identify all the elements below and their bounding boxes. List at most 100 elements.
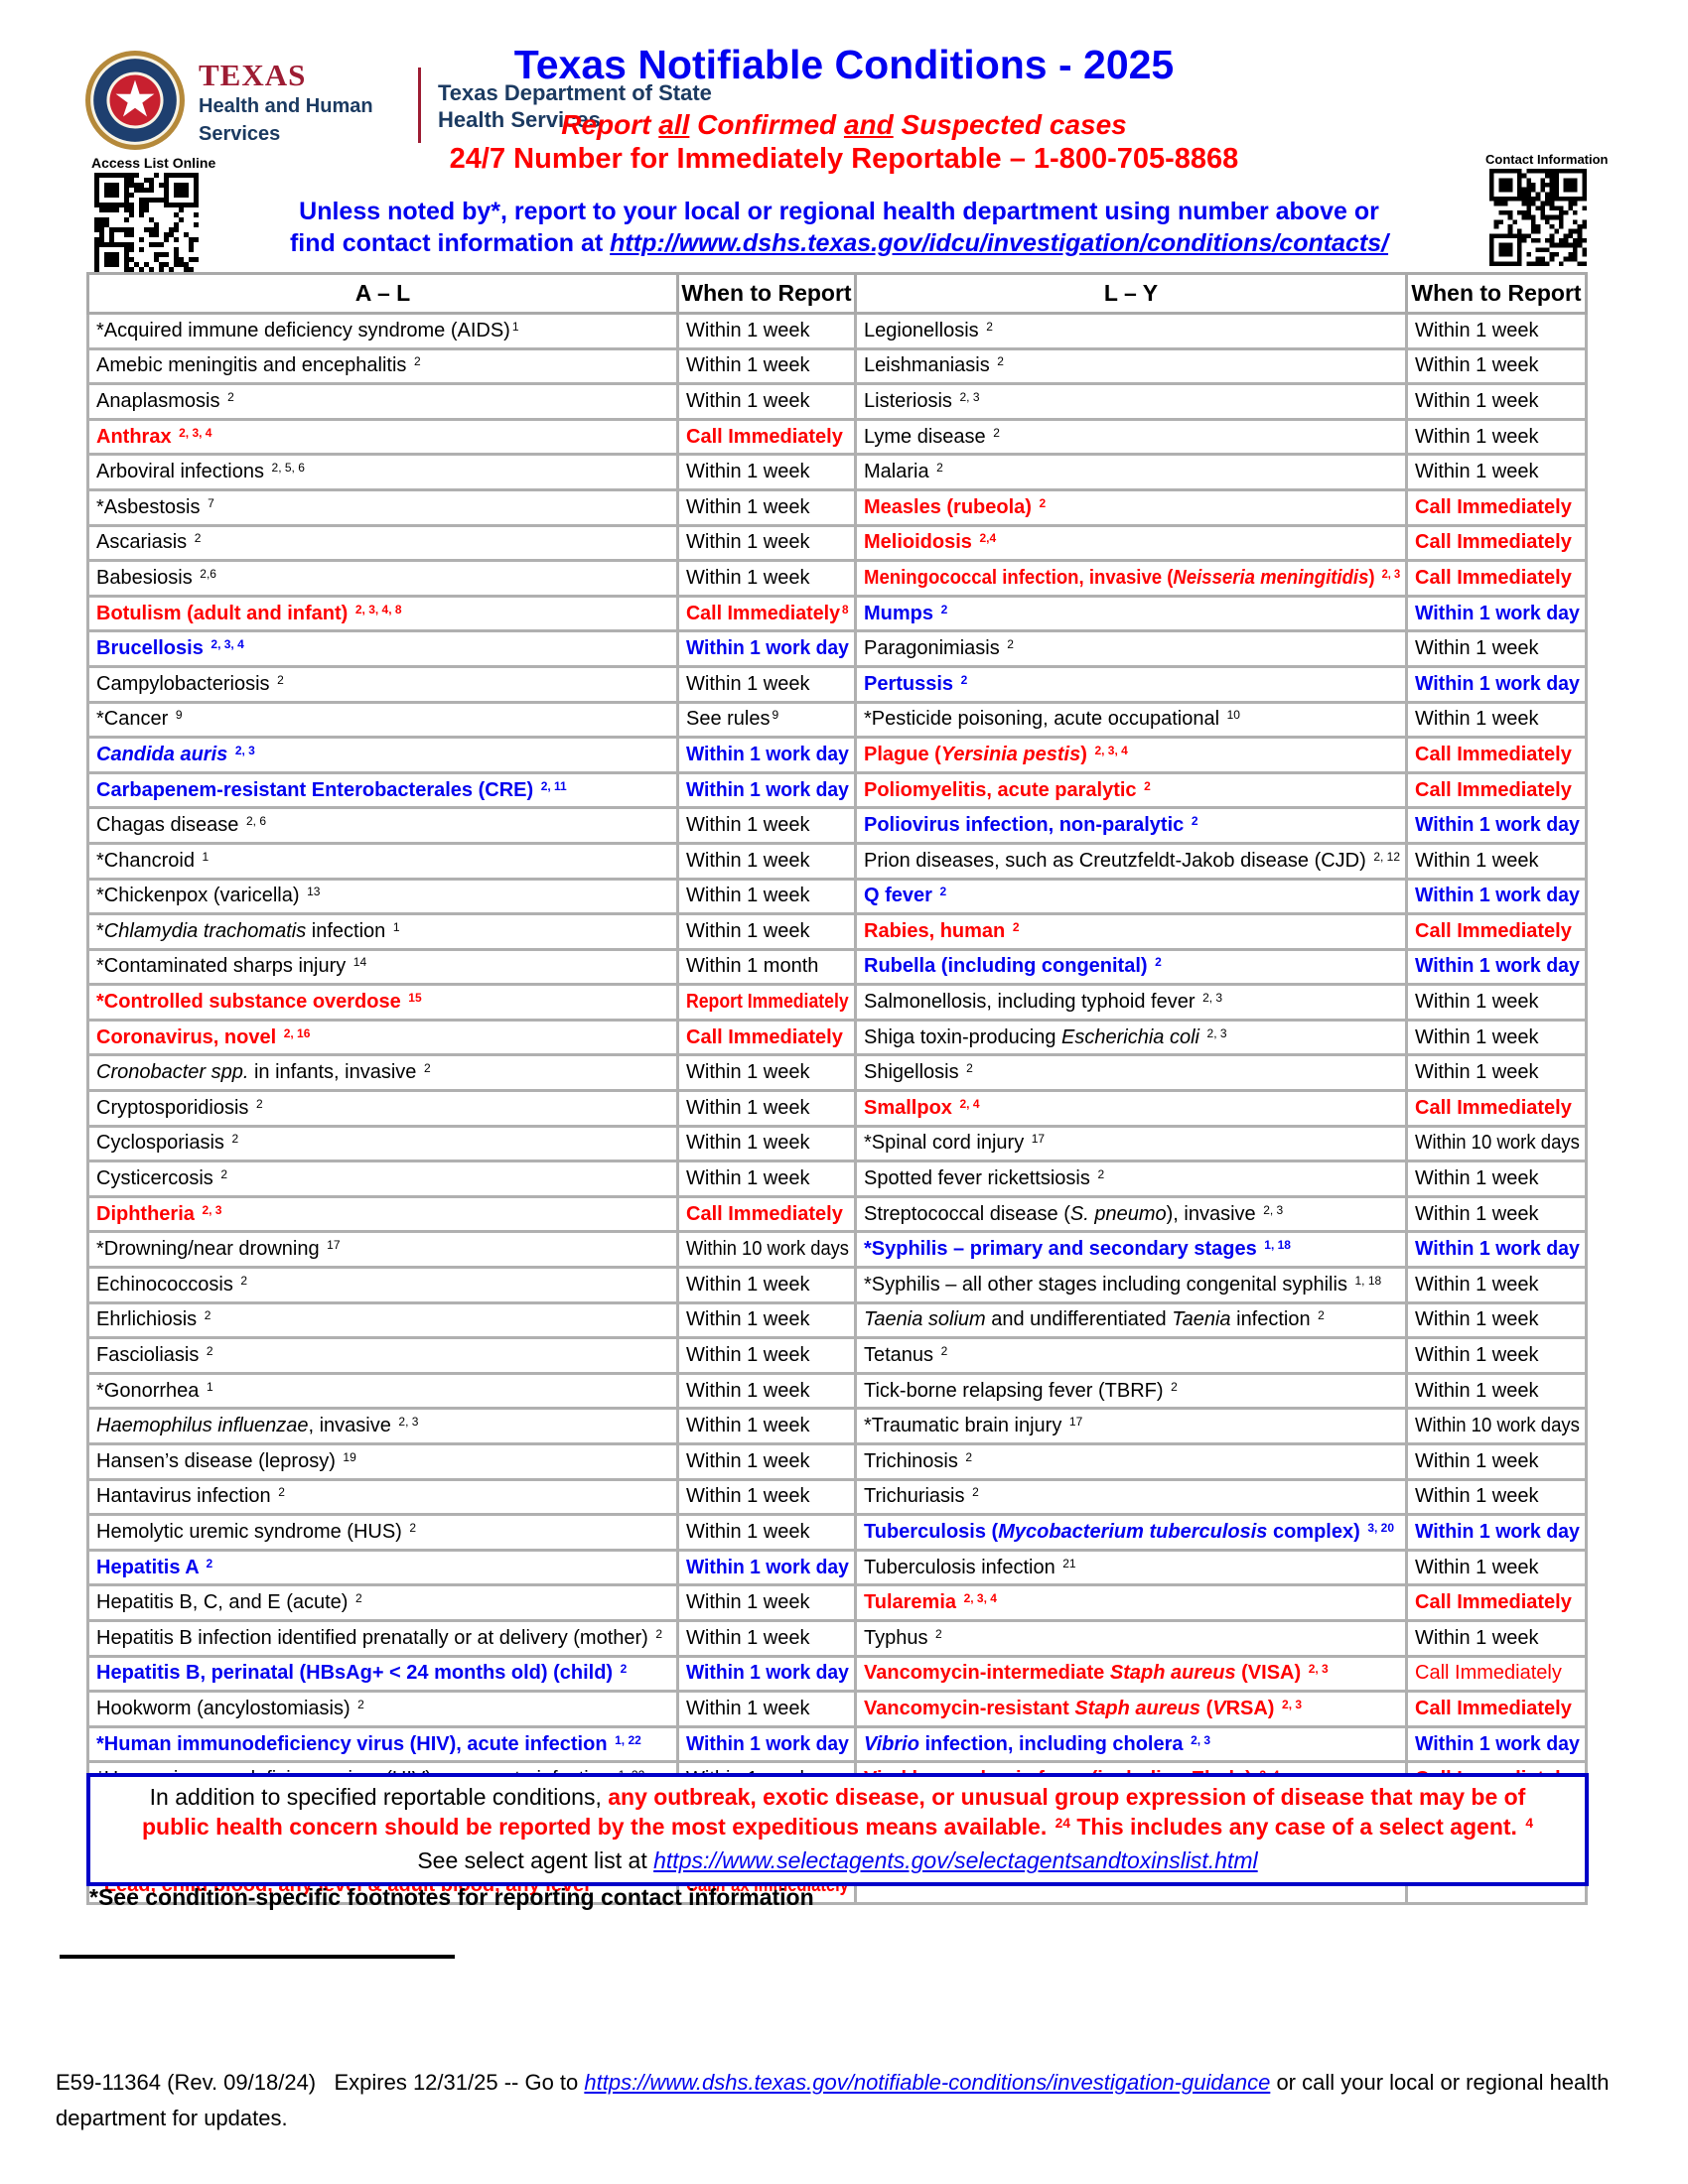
when-cell: Within 1 week bbox=[676, 1266, 857, 1304]
when-text: Within 1 week bbox=[1415, 1203, 1539, 1226]
hyperlink[interactable]: http://www.dshs.texas.gov/idcu/investiga… bbox=[610, 229, 1389, 257]
table-row: *Acquired immune deficiency syndrome (AI… bbox=[86, 312, 1588, 350]
text-segment: Within 1 week bbox=[1415, 354, 1539, 377]
text-segment: *Asbestosis bbox=[96, 495, 207, 518]
hotline-text: 24/7 Number for Immediately Reportable –… bbox=[449, 143, 1239, 175]
text-segment: Anaplasmosis bbox=[96, 389, 226, 412]
text-segment: Hepatitis B infection identified prenata… bbox=[96, 1626, 654, 1649]
superscript: 19 bbox=[343, 1449, 356, 1464]
superscript: 2, 11 bbox=[540, 778, 567, 793]
condition-text: Arboviral infections 2, 5, 6 bbox=[96, 461, 305, 483]
when-text: Within 1 week bbox=[1415, 1627, 1539, 1650]
condition-cell: Prion diseases, such as Creutzfeldt-Jako… bbox=[854, 841, 1408, 881]
table-row: Cysticercosis 2 Within 1 week Spotted feve… bbox=[86, 1160, 1588, 1198]
text-segment: Within 1 work day bbox=[1415, 885, 1580, 907]
condition-cell: Pertussis 2 bbox=[854, 664, 1408, 704]
superscript: 2, 3 bbox=[1191, 1732, 1211, 1747]
text-segment: Call Immediately bbox=[686, 602, 841, 624]
when-text: Within 1 week bbox=[686, 461, 810, 483]
text-segment: Call Immediately bbox=[1415, 1662, 1562, 1685]
text-segment: Chagas disease bbox=[96, 814, 244, 837]
text-segment: Candida auris bbox=[96, 743, 233, 765]
when-text: Call Immediately bbox=[1415, 920, 1572, 943]
text-segment: Within 1 week bbox=[686, 319, 810, 341]
page-subtitle: Report all Confirmed and Suspected cases bbox=[338, 109, 1350, 141]
table-row: Amebic meningitis and encephalitis 2 With… bbox=[86, 346, 1588, 386]
superscript: 14 bbox=[352, 955, 367, 970]
condition-cell: Cronobacter spp. in infants, invasive 2 bbox=[86, 1053, 679, 1093]
condition-text: Melioidosis 2,4 bbox=[864, 531, 996, 554]
when-cell: Within 1 work day bbox=[1405, 1230, 1588, 1270]
condition-cell: Melioidosis 2,4 bbox=[854, 523, 1408, 563]
text-segment: Yersinia pestis bbox=[940, 743, 1081, 765]
condition-text: Legionellosis 2 bbox=[864, 320, 993, 342]
condition-cell: Rubella (including congenital) 2 bbox=[854, 947, 1408, 987]
table-row: *Chlamydia trachomatis infection 1 Within… bbox=[86, 912, 1588, 951]
superscript: 2, 4 bbox=[959, 1096, 980, 1111]
when-cell: Within 1 week bbox=[676, 877, 857, 916]
when-text: Within 1 week bbox=[686, 1274, 810, 1297]
table-row: Cyclosporiasis 2 Within 1 week *Spinal cor… bbox=[86, 1124, 1588, 1163]
superscript: 2, 3 bbox=[1282, 1697, 1303, 1711]
text-segment: Cryptosporidiosis bbox=[96, 1096, 254, 1119]
when-text: Within 1 week bbox=[686, 1450, 810, 1473]
when-cell: Within 1 week bbox=[676, 664, 857, 704]
condition-text: Listeriosis 2, 3 bbox=[864, 390, 980, 413]
when-cell: Within 1 week bbox=[1405, 629, 1588, 668]
when-text: Within 1 week bbox=[686, 1308, 810, 1331]
condition-cell: *Controlled substance overdose 15 bbox=[86, 983, 679, 1022]
condition-cell: Rabies, human 2 bbox=[854, 912, 1408, 951]
superscript: 2 bbox=[1191, 814, 1198, 829]
text-segment: Within 1 week bbox=[1415, 1344, 1539, 1367]
text-segment: Salmonellosis, including typhoid fever bbox=[864, 991, 1201, 1014]
footer-line-1: E59-11364 (Rev. 09/18/24) Expires 12/31/… bbox=[56, 2065, 1644, 2101]
hyperlink[interactable]: https://www.dshs.texas.gov/notifiable-co… bbox=[584, 2070, 1271, 2095]
text-segment: Chlamydia trachomatis bbox=[103, 919, 307, 942]
condition-cell: Shiga toxin-producing Escherichia coli 2… bbox=[854, 1018, 1408, 1057]
text-segment: Within 1 work day bbox=[1415, 814, 1580, 837]
when-cell: Within 10 work days bbox=[676, 1230, 857, 1270]
header-when-to-report-right: When to Report bbox=[1405, 272, 1588, 315]
when-cell: Within 1 week bbox=[1405, 983, 1588, 1022]
when-text: Call Immediately bbox=[686, 1203, 843, 1226]
text-segment: *Human immunodeficiency virus (HIV), acu… bbox=[96, 1732, 614, 1755]
text-segment: Babesiosis bbox=[96, 566, 199, 589]
when-text: Within 1 week bbox=[686, 920, 810, 943]
text-segment: Amebic meningitis and encephalitis bbox=[96, 354, 412, 377]
text-segment: Within 1 week bbox=[1415, 991, 1539, 1014]
text-segment: complex) bbox=[1267, 1520, 1366, 1543]
text-segment: Within 1 week bbox=[1415, 1061, 1539, 1084]
when-text: Within 1 work day bbox=[1415, 673, 1580, 696]
instruction-line-1: Unless noted by*, report to your local o… bbox=[299, 198, 1379, 225]
text-segment: Call Immediately bbox=[1415, 743, 1572, 765]
when-cell: Call Immediately bbox=[1405, 1089, 1588, 1128]
condition-text: Cryptosporidiosis 2 bbox=[96, 1097, 263, 1120]
text-segment: Diphtheria bbox=[96, 1202, 201, 1225]
when-cell: Within 1 week bbox=[1405, 346, 1588, 386]
condition-text: *Chickenpox (varicella) 13 bbox=[96, 885, 320, 907]
text-segment: V bbox=[1212, 1697, 1226, 1719]
text-segment: Within 1 week bbox=[686, 354, 810, 377]
condition-text: *Pesticide poisoning, acute occupational… bbox=[864, 708, 1240, 731]
text-segment: Call Immediately bbox=[686, 1025, 843, 1048]
hyperlink[interactable]: https://www.selectagents.gov/selectagent… bbox=[653, 1847, 1258, 1873]
table-row: Brucellosis 2, 3, 4 Within 1 work day Para… bbox=[86, 629, 1588, 668]
text-segment: Within 1 week bbox=[686, 1520, 810, 1543]
contact-information-qr-code bbox=[1489, 169, 1587, 271]
superscript: 8 bbox=[841, 602, 849, 616]
condition-cell: *Human immunodeficiency virus (HIV), acu… bbox=[86, 1724, 679, 1764]
superscript: 2 bbox=[939, 885, 947, 899]
superscript: 2 bbox=[278, 1485, 285, 1500]
when-text: Report Immediately bbox=[686, 991, 849, 1014]
when-text: Within 1 week bbox=[1415, 461, 1539, 483]
condition-text: Typhus 2 bbox=[864, 1627, 942, 1650]
when-text: Within 1 week bbox=[1415, 1485, 1539, 1508]
table-row: Anthrax 2, 3, 4 Call Immediately Lyme dise… bbox=[86, 417, 1588, 457]
when-cell: Call Immediately bbox=[676, 1018, 857, 1057]
superscript: 2 bbox=[986, 319, 993, 334]
condition-cell: Shigellosis 2 bbox=[854, 1053, 1408, 1093]
text-segment: E59-11364 (Rev. 09/18/24) Expires 12/31/… bbox=[56, 2070, 585, 2095]
text-segment: any outbreak, exotic disease, or unusual… bbox=[608, 1784, 1526, 1810]
when-cell: Within 1 week bbox=[1405, 1371, 1588, 1411]
text-segment: ) bbox=[1080, 743, 1093, 765]
